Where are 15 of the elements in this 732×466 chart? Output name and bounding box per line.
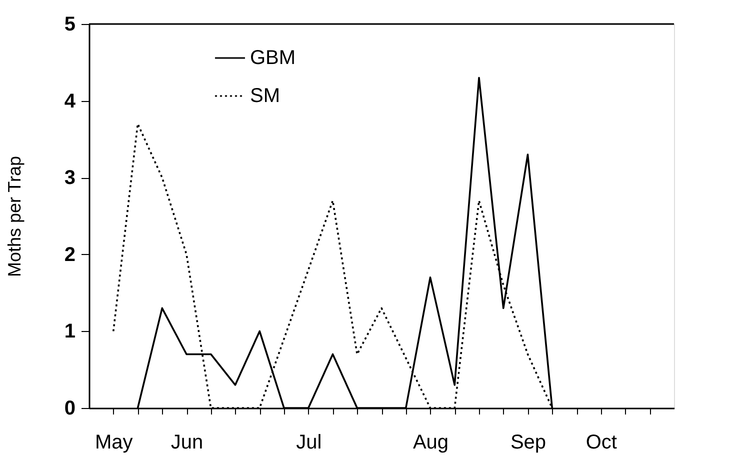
y-tick-label: 1 xyxy=(64,320,76,343)
y-tick-label: 3 xyxy=(64,167,76,190)
x-tick-label: May xyxy=(94,432,133,454)
x-tick-label: Jun xyxy=(170,432,204,454)
legend-label: SM xyxy=(250,85,280,107)
y-axis-title: Moths per Trap xyxy=(4,156,24,278)
x-tick-label: Jul xyxy=(296,432,322,454)
y-tick-label: 0 xyxy=(64,398,76,420)
y-tick-label: 4 xyxy=(64,90,76,112)
legend-label: GBM xyxy=(250,47,296,69)
x-tick-label: Sep xyxy=(510,432,546,454)
x-tick-label: Aug xyxy=(412,432,449,454)
x-tick-label: Oct xyxy=(586,432,618,454)
y-tick-label: 5 xyxy=(64,14,76,36)
y-tick-label: 2 xyxy=(64,244,76,266)
